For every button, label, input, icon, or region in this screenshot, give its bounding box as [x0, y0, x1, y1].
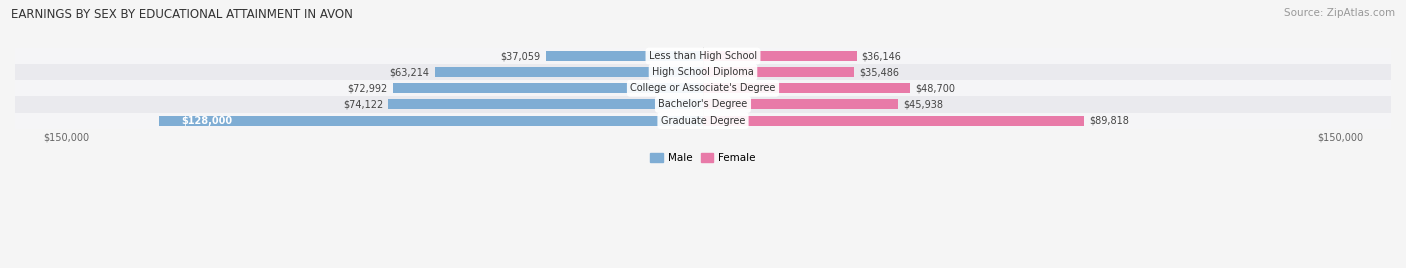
Text: $72,992: $72,992: [347, 83, 388, 93]
Bar: [3, 48, 1403, 64]
Text: $35,486: $35,486: [859, 67, 898, 77]
Legend: Male, Female: Male, Female: [645, 149, 761, 167]
Text: Less than High School: Less than High School: [650, 51, 756, 61]
Bar: [703, 67, 853, 77]
Text: $48,700: $48,700: [915, 83, 955, 93]
Text: Source: ZipAtlas.com: Source: ZipAtlas.com: [1284, 8, 1395, 18]
Bar: [546, 51, 703, 61]
Bar: [394, 83, 703, 93]
Bar: [388, 99, 703, 109]
Text: $74,122: $74,122: [343, 99, 382, 109]
Text: EARNINGS BY SEX BY EDUCATIONAL ATTAINMENT IN AVON: EARNINGS BY SEX BY EDUCATIONAL ATTAINMEN…: [11, 8, 353, 21]
Bar: [3, 113, 1403, 129]
Bar: [3, 80, 1403, 96]
Bar: [703, 99, 898, 109]
Text: Bachelor's Degree: Bachelor's Degree: [658, 99, 748, 109]
Text: $89,818: $89,818: [1090, 116, 1129, 126]
Text: Graduate Degree: Graduate Degree: [661, 116, 745, 126]
Bar: [703, 83, 910, 93]
Text: $128,000: $128,000: [181, 116, 232, 126]
Bar: [703, 116, 1084, 126]
Text: $37,059: $37,059: [501, 51, 540, 61]
Bar: [159, 116, 703, 126]
Text: $45,938: $45,938: [903, 99, 943, 109]
Text: High School Diploma: High School Diploma: [652, 67, 754, 77]
Bar: [703, 51, 856, 61]
Text: $63,214: $63,214: [389, 67, 429, 77]
Text: $36,146: $36,146: [862, 51, 901, 61]
Bar: [434, 67, 703, 77]
Bar: [3, 96, 1403, 113]
Bar: [3, 64, 1403, 80]
Text: College or Associate's Degree: College or Associate's Degree: [630, 83, 776, 93]
